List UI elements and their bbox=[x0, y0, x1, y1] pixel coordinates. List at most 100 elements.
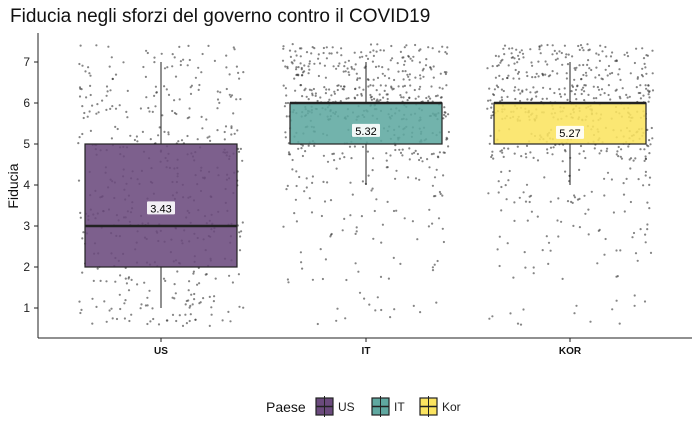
data-point bbox=[176, 270, 179, 273]
data-point bbox=[317, 53, 320, 56]
y-tick-label: 7 bbox=[23, 55, 30, 69]
data-point bbox=[426, 158, 429, 161]
data-point bbox=[228, 93, 231, 96]
data-point bbox=[629, 167, 632, 170]
data-point bbox=[419, 74, 422, 77]
data-point bbox=[636, 76, 640, 79]
data-point bbox=[507, 74, 510, 77]
data-point bbox=[566, 200, 570, 203]
data-point bbox=[587, 208, 590, 211]
data-point bbox=[611, 71, 614, 75]
data-point bbox=[353, 96, 356, 99]
data-point bbox=[119, 274, 122, 277]
data-point bbox=[348, 73, 351, 76]
data-point bbox=[516, 322, 520, 325]
data-point bbox=[508, 169, 511, 173]
data-point bbox=[189, 92, 193, 95]
data-point bbox=[644, 66, 647, 69]
data-point bbox=[286, 278, 289, 281]
data-point bbox=[520, 155, 523, 158]
data-point bbox=[620, 157, 624, 160]
data-point bbox=[571, 201, 574, 204]
data-point bbox=[187, 299, 190, 302]
data-point bbox=[287, 151, 291, 154]
data-point bbox=[414, 97, 417, 100]
data-point bbox=[377, 65, 380, 68]
data-point bbox=[335, 67, 338, 70]
data-point bbox=[366, 57, 370, 61]
data-point bbox=[158, 126, 161, 129]
data-point bbox=[146, 296, 149, 299]
data-point bbox=[583, 194, 586, 197]
data-point bbox=[166, 319, 169, 322]
data-point bbox=[502, 89, 505, 93]
data-point bbox=[646, 228, 649, 231]
data-point bbox=[95, 305, 98, 308]
data-point bbox=[201, 52, 204, 56]
data-point bbox=[171, 53, 174, 56]
data-point bbox=[328, 52, 331, 55]
data-point bbox=[553, 49, 556, 53]
data-point bbox=[111, 105, 114, 108]
data-point bbox=[291, 158, 294, 162]
data-point bbox=[228, 73, 231, 76]
data-point bbox=[144, 304, 147, 307]
axes: 1 2 3 4 5 6 7 US IT KOR bbox=[23, 33, 692, 357]
data-point bbox=[620, 148, 623, 151]
data-point bbox=[501, 98, 504, 102]
data-point bbox=[200, 115, 203, 118]
data-point bbox=[92, 279, 95, 282]
data-point bbox=[566, 98, 569, 101]
data-point bbox=[193, 292, 196, 296]
data-point bbox=[337, 84, 340, 87]
data-point bbox=[541, 249, 544, 252]
data-point bbox=[308, 88, 311, 91]
data-point bbox=[522, 308, 525, 311]
data-point bbox=[617, 145, 620, 149]
data-point bbox=[575, 66, 578, 69]
data-point bbox=[308, 197, 311, 200]
data-point bbox=[295, 170, 298, 173]
data-point bbox=[538, 45, 541, 48]
data-point bbox=[488, 317, 491, 320]
data-point bbox=[578, 226, 582, 229]
data-point bbox=[371, 187, 374, 190]
data-point bbox=[300, 261, 303, 264]
data-point bbox=[580, 78, 583, 81]
data-point bbox=[501, 58, 504, 61]
data-point bbox=[599, 93, 602, 96]
data-point bbox=[354, 87, 357, 90]
data-point bbox=[341, 152, 344, 155]
data-point bbox=[501, 78, 504, 81]
data-point bbox=[164, 279, 167, 282]
data-point bbox=[382, 49, 385, 52]
data-point bbox=[188, 306, 191, 309]
data-point bbox=[639, 228, 642, 231]
data-point bbox=[507, 64, 510, 67]
data-point bbox=[105, 320, 108, 323]
legend-label: Kor bbox=[442, 400, 461, 414]
data-point bbox=[579, 44, 583, 47]
data-point bbox=[214, 277, 217, 280]
data-point bbox=[424, 64, 428, 67]
data-point bbox=[166, 66, 169, 69]
data-point bbox=[498, 74, 501, 77]
data-point bbox=[79, 44, 82, 47]
data-point bbox=[293, 77, 296, 80]
data-point bbox=[342, 70, 345, 73]
data-point bbox=[403, 84, 406, 87]
data-point bbox=[418, 88, 421, 91]
data-point bbox=[646, 201, 649, 204]
data-point bbox=[573, 196, 577, 199]
data-point bbox=[136, 140, 139, 143]
data-point bbox=[366, 150, 369, 153]
data-point bbox=[288, 49, 292, 52]
data-point bbox=[597, 88, 601, 91]
data-point bbox=[651, 72, 654, 75]
data-point bbox=[186, 117, 189, 120]
data-point bbox=[350, 157, 353, 160]
data-point bbox=[310, 89, 313, 92]
data-point bbox=[560, 220, 563, 223]
data-point bbox=[631, 236, 634, 239]
data-point bbox=[225, 66, 228, 69]
